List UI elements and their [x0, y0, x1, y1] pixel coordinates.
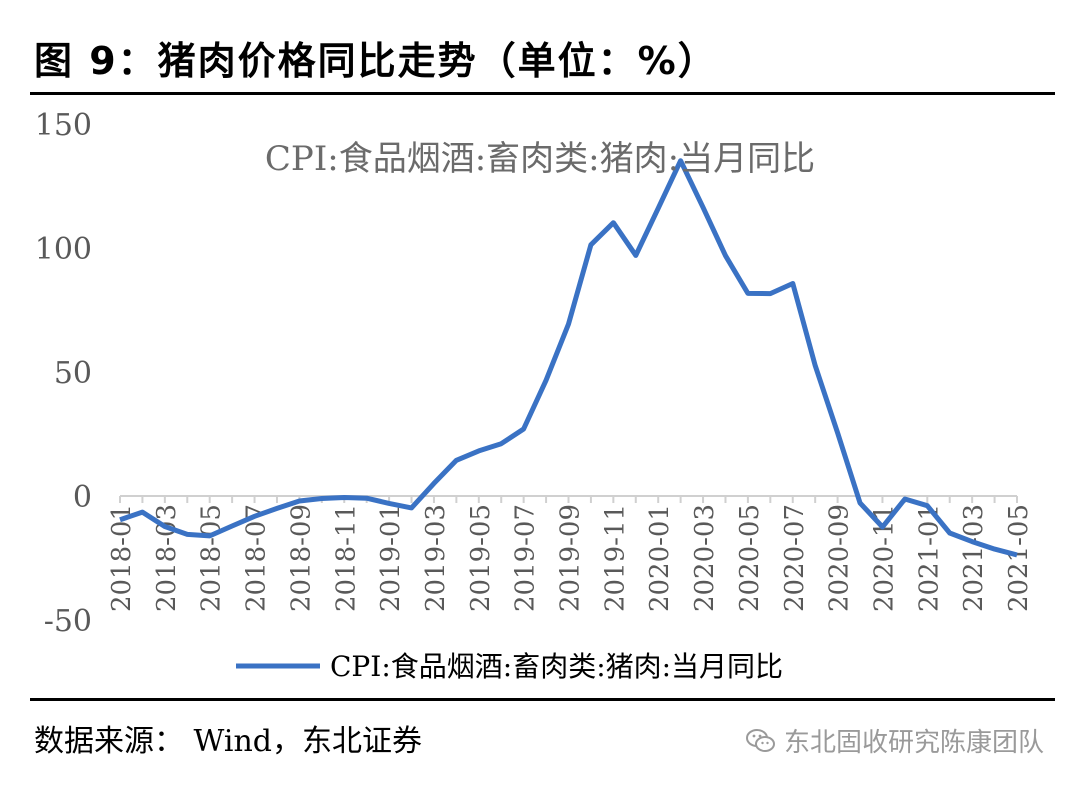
x-tick-label: 2019-11 [600, 504, 630, 612]
x-axis [119, 495, 1018, 503]
x-tick-label: 2018-05 [197, 504, 227, 612]
x-tick-label: 2019-05 [466, 504, 496, 612]
x-tick-label: 2020-01 [645, 504, 675, 612]
wechat-icon [745, 728, 775, 752]
x-tick-label: 2021-05 [1004, 504, 1034, 612]
x-tick-label: 2019-03 [421, 504, 451, 612]
x-tick-label: 2019-01 [376, 504, 406, 612]
y-tick-label: 100 [35, 232, 92, 267]
watermark: 东北固收研究陈康团队 [745, 722, 1044, 759]
y-tick-label: 50 [54, 356, 92, 391]
x-tick-label: 2018-01 [107, 504, 137, 612]
legend: CPI:食品烟酒:畜肉类:猪肉:当月同比 [236, 650, 783, 683]
x-tick-label: 2019-09 [556, 504, 586, 612]
bottom-rule [30, 698, 1055, 701]
x-tick-label: 2020-07 [780, 504, 810, 612]
source-note: 数据来源： Wind，东北证券 [34, 724, 422, 759]
figure-title: 图 9：猪肉价格同比走势（单位：%） [34, 39, 718, 83]
legend-label: CPI:食品烟酒:畜肉类:猪肉:当月同比 [330, 650, 783, 683]
x-tick-label: 2020-03 [690, 504, 720, 612]
x-tick-label: 2020-05 [735, 504, 765, 612]
y-tick-label: -50 [44, 604, 92, 639]
y-axis-labels: 150 100 50 0 -50 [35, 108, 92, 639]
x-tick-label: 2021-03 [959, 504, 989, 612]
series-line [119, 158, 1018, 558]
plot-line [119, 158, 1018, 558]
y-tick-label: 150 [35, 108, 92, 143]
top-rule [30, 92, 1055, 95]
x-tick-label: 2018-09 [286, 504, 316, 612]
x-tick-label: 2019-07 [511, 504, 541, 612]
chart-title: CPI:食品烟酒:畜肉类:猪肉:当月同比 [265, 139, 815, 179]
line-chart: 150 100 50 0 -50 2018-01 2018-03 2018-05 2018-0… [35, 108, 1034, 683]
watermark-text: 东北固收研究陈康团队 [783, 728, 1044, 758]
y-tick-label: 0 [73, 480, 92, 515]
x-tick-label: 2018-11 [331, 504, 361, 612]
x-axis-labels: 2018-01 2018-03 2018-05 2018-07 2018-09 2018-… [107, 504, 1034, 612]
x-tick-label: 2020-09 [825, 504, 855, 612]
